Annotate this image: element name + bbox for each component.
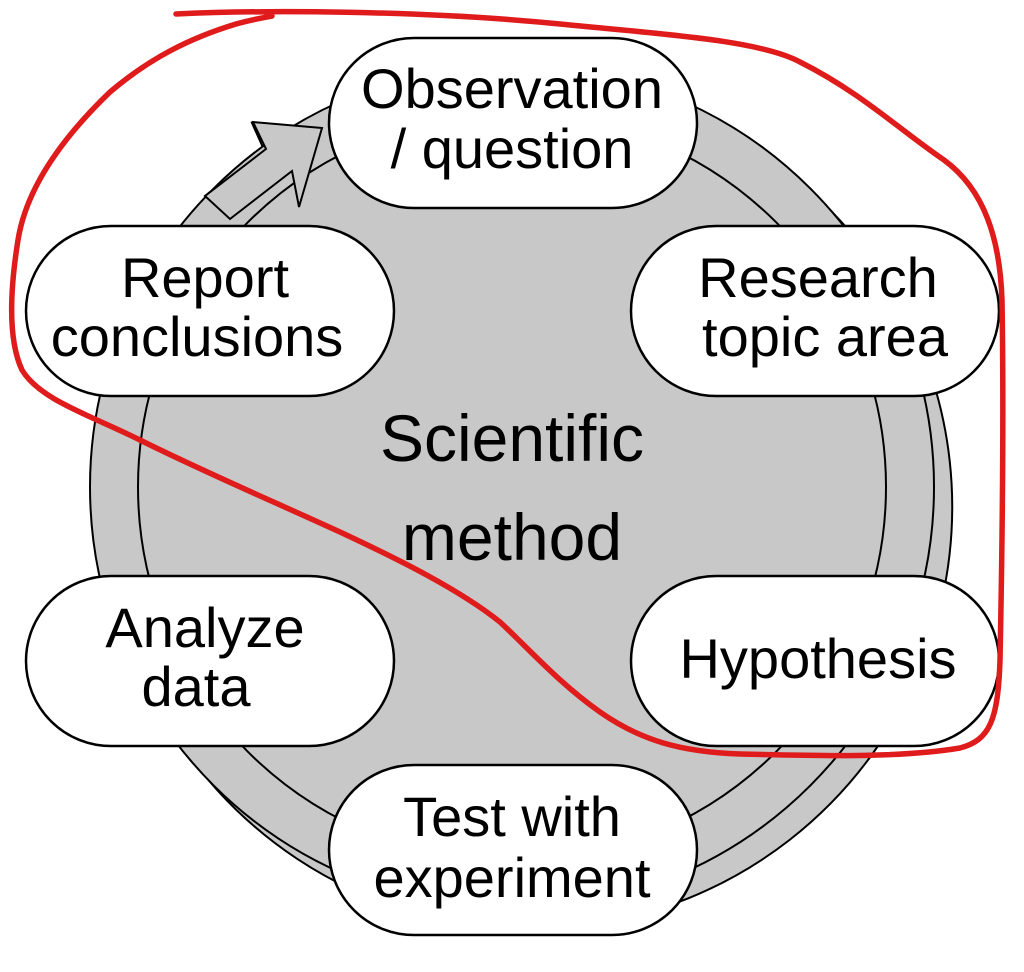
center-title-line1: Scientific — [380, 401, 644, 475]
node-observation: Observation / question — [327, 36, 699, 210]
node-analyze-line1: Analyze — [105, 596, 304, 659]
node-test-line2: experiment — [373, 846, 650, 909]
node-analyze: Analyze data — [24, 574, 396, 748]
node-research-line1: Research — [698, 246, 938, 309]
node-research-line2: topic area — [702, 305, 949, 368]
red-annotation-loop — [9, 8, 1006, 759]
node-observation-line1: Observation — [361, 57, 663, 120]
node-analyze-box — [24, 574, 396, 748]
node-analyze-line2: data — [142, 655, 252, 718]
cycle-arrowhead — [203, 120, 324, 221]
node-observation-box — [327, 36, 699, 210]
node-observation-line2: / question — [391, 117, 634, 180]
node-hypothesis: Hypothesis — [629, 574, 1001, 748]
node-test-line1: Test with — [403, 785, 621, 848]
node-research: Research topic area — [629, 224, 1001, 398]
node-test-box — [327, 763, 699, 937]
node-test: Test with experiment — [327, 763, 699, 937]
node-report-line1: Report — [121, 246, 290, 309]
node-report-line2: conclusions — [51, 305, 344, 368]
node-report-box — [24, 224, 396, 398]
center-title-line2: method — [402, 500, 622, 574]
node-report: Report conclusions — [24, 224, 396, 398]
node-hypothesis-line1: Hypothesis — [679, 627, 956, 690]
node-research-box — [629, 224, 1001, 398]
